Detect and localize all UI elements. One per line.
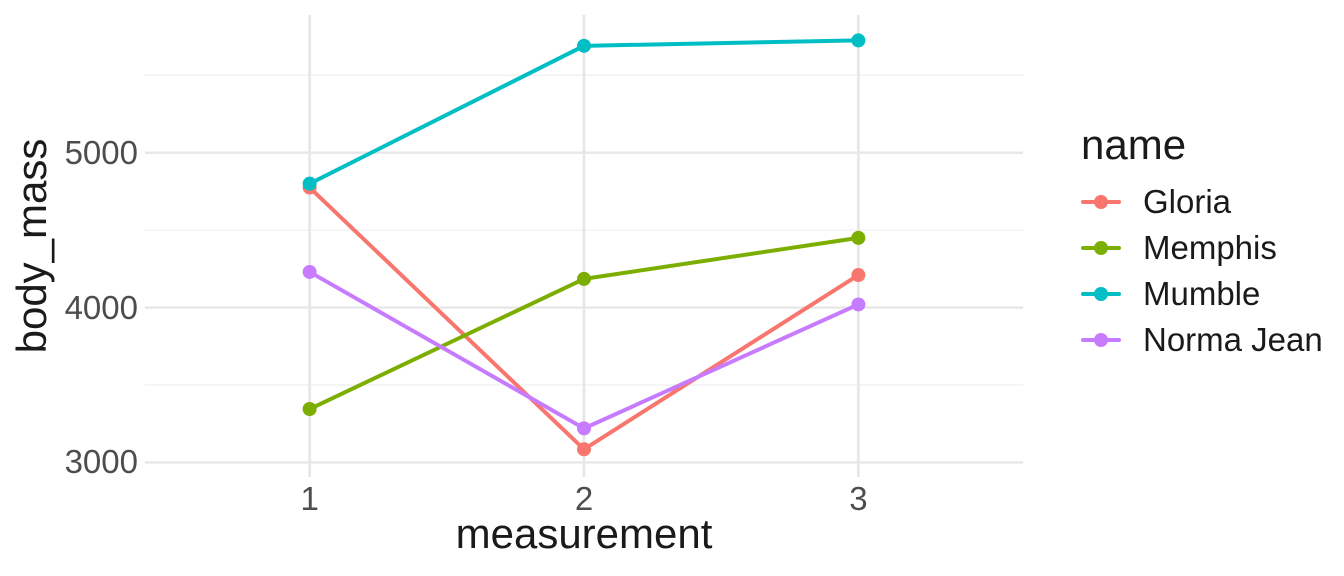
data-point-mumble <box>577 38 591 53</box>
legend-item-gloria: Gloria <box>1081 179 1323 225</box>
x-axis-title: measurement <box>455 510 713 557</box>
legend-items: Gloria Memphis Mumble Norma Jean <box>1081 179 1323 363</box>
data-point-mumble <box>851 33 866 48</box>
legend-item-label: Memphis <box>1143 229 1277 266</box>
legend-key-icon <box>1081 286 1121 302</box>
legend-item-label: Gloria <box>1143 183 1232 220</box>
legend-item-memphis: Memphis <box>1081 225 1323 271</box>
x-tick-label: 1 <box>300 480 319 517</box>
data-point-norma-jean <box>577 421 591 436</box>
legend-item-label: Norma Jean <box>1143 321 1323 358</box>
data-point-gloria <box>577 442 591 457</box>
data-point-mumble <box>302 176 317 191</box>
legend-item-norma-jean: Norma Jean <box>1081 317 1323 363</box>
legend-item-label: Mumble <box>1143 275 1261 312</box>
data-point-norma-jean <box>851 297 866 312</box>
legend-item-mumble: Mumble <box>1081 271 1323 317</box>
data-point-memphis <box>851 230 866 245</box>
x-tick-label: 3 <box>849 480 868 517</box>
data-point-gloria <box>851 268 866 283</box>
y-tick-label: 5000 <box>64 133 138 171</box>
data-point-norma-jean <box>302 264 317 279</box>
legend-title: name <box>1081 121 1187 168</box>
legend-key-icon <box>1081 194 1121 210</box>
y-axis-title: body_mass <box>8 138 55 354</box>
y-tick-label: 4000 <box>64 288 138 326</box>
legend-key-icon <box>1081 240 1121 256</box>
data-point-memphis <box>577 271 591 286</box>
y-tick-label: 3000 <box>64 443 138 481</box>
data-point-memphis <box>302 402 317 417</box>
legend-key-icon <box>1081 332 1121 348</box>
legend: name Gloria Memphis Mumble Norma Jean <box>1081 121 1323 363</box>
x-tick-label: 2 <box>574 480 594 517</box>
